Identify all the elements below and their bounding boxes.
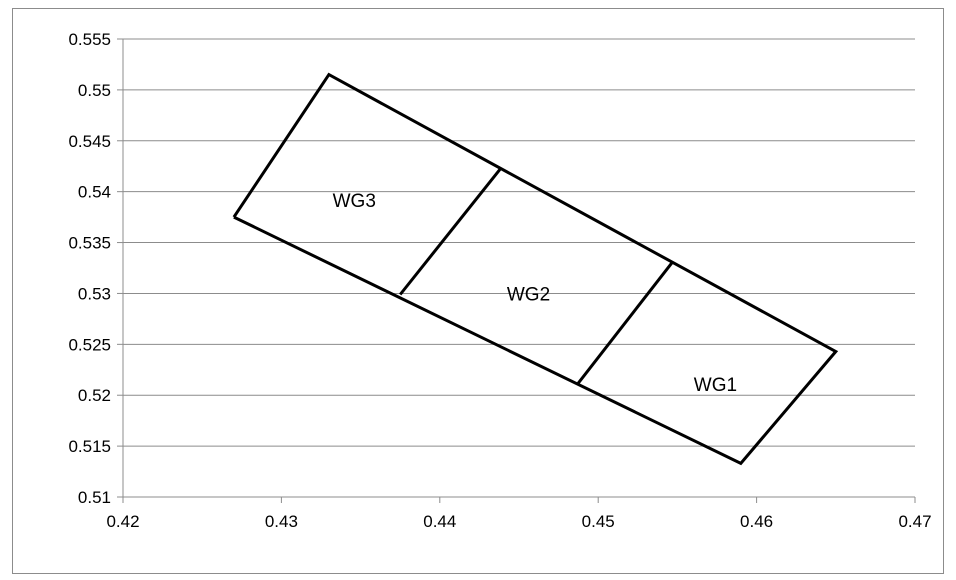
annotation-wg1: WG1: [694, 375, 737, 396]
x-tick-label: 0.43: [265, 512, 298, 531]
annotation-wg2: WG2: [507, 285, 550, 306]
y-tick-label: 0.53: [78, 284, 111, 303]
scatter-plot: 0.51 0.515 0.52 0.525 0.53 0.535 0.54 0.545 0.55…: [13, 9, 943, 573]
x-tick-label: 0.44: [423, 512, 456, 531]
y-tick-label: 0.515: [68, 437, 111, 456]
y-tick-label: 0.52: [78, 386, 111, 405]
x-tick-label: 0.46: [740, 512, 773, 531]
x-tick-label: 0.45: [582, 512, 615, 531]
series-line-3: [578, 262, 673, 384]
y-tick-label: 0.55: [78, 81, 111, 100]
gridlines: [123, 39, 915, 446]
chart-frame: 0.51 0.515 0.52 0.525 0.53 0.535 0.54 0.545 0.55…: [12, 8, 944, 574]
series: [234, 75, 836, 464]
y-tick-label: 0.54: [78, 183, 111, 202]
y-tick-label: 0.51: [78, 488, 111, 507]
series-line-2: [400, 169, 500, 294]
x-tick-label: 0.42: [106, 512, 139, 531]
y-tick-label: 0.535: [68, 234, 111, 253]
x-tick-label: 0.47: [898, 512, 931, 531]
y-tick-label: 0.555: [68, 30, 111, 49]
y-tick-label: 0.545: [68, 132, 111, 151]
series-line-1: [234, 75, 836, 464]
axes: 0.51 0.515 0.52 0.525 0.53 0.535 0.54 0.545 0.55…: [68, 30, 931, 531]
y-tick-label: 0.525: [68, 335, 111, 354]
annotation-wg3: WG3: [333, 191, 376, 212]
